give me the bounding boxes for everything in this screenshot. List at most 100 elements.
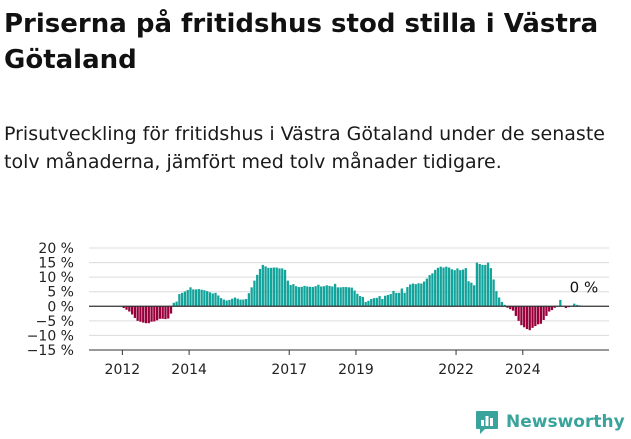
bar [459,270,462,307]
bar [384,295,387,307]
bar [328,285,331,307]
x-tick-label: 2022 [438,362,474,378]
bar [297,287,301,307]
bar [364,301,367,307]
bar [289,285,292,307]
bar [292,284,295,307]
bar [495,291,498,307]
bar [139,306,142,322]
bar [283,269,287,307]
bar [303,285,306,307]
bar [403,292,406,307]
x-tick-label: 2012 [105,362,141,378]
bar [311,287,314,307]
bar [331,286,334,307]
bar [155,306,159,321]
bar [320,286,323,307]
bar [333,283,337,307]
bar [233,297,237,307]
bar [295,286,298,307]
bar [194,289,198,307]
bar [472,285,476,307]
bar [258,268,262,307]
bar [130,306,134,315]
bar [372,298,376,307]
bar [358,296,362,307]
bar [370,299,373,307]
bar [275,267,278,307]
bar [133,306,137,318]
chart-subtitle: Prisutveckling för fritidshus i Västra G… [4,123,605,173]
y-tick-label: −5 % [36,314,74,330]
y-tick-label: 10 % [38,270,74,286]
bar [511,306,515,311]
bar [322,286,326,307]
bar [486,262,490,307]
bar [534,306,537,327]
y-tick-label: 0 % [47,299,74,315]
bar [339,287,342,307]
bar [467,281,470,307]
bar [481,264,484,307]
y-tick-label: 15 % [38,256,74,272]
bar [183,291,187,307]
bar [392,290,395,307]
bar [345,287,348,307]
bar [411,283,415,307]
bar [503,304,506,307]
bar [186,289,189,307]
bar [425,278,428,307]
bar [386,294,390,307]
bar [525,306,529,330]
bar [395,292,398,307]
bar [136,306,139,321]
bar [250,287,253,307]
bar-chart: 20 %15 %10 %5 %0 %−5 %−10 %−15 %2012 2014… [27,241,609,378]
bar [545,306,548,316]
bar [242,299,245,307]
bar [539,306,543,324]
bar [264,266,267,307]
bar [367,300,370,307]
bar [325,285,328,307]
bar [172,302,175,307]
brand-name: Newsworthy [506,412,625,432]
bar [564,306,568,309]
bar [442,267,445,307]
bar [484,264,487,307]
bar [217,295,220,307]
bar [520,306,523,326]
bar [381,299,384,307]
bar [414,284,417,307]
bar [147,306,150,324]
bar [417,283,420,307]
bar [219,298,223,307]
y-tick-label: −10 % [27,328,74,344]
bar [542,306,545,320]
bar [378,296,381,307]
bar [200,289,203,307]
bar [253,280,256,307]
bar [281,268,284,307]
bar [517,306,520,321]
bar [267,267,270,307]
bar [353,290,356,307]
bar [208,292,212,307]
axes [89,305,609,355]
bar [228,299,231,307]
bar [506,306,509,308]
bar [239,299,242,307]
bar [573,303,576,307]
y-tick-label: −15 % [27,343,74,359]
chart-title: Priserna på fritidshus stod stilla i Väs… [4,9,599,75]
bar [445,266,448,307]
bar [523,306,526,328]
bar [272,267,276,307]
bar [489,268,492,307]
x-tick-label: 2014 [171,362,207,378]
bar [164,306,167,320]
bar [314,286,317,307]
bar [206,291,209,307]
bar [244,299,248,307]
newsworthy-brand: Newsworthy [474,406,625,438]
